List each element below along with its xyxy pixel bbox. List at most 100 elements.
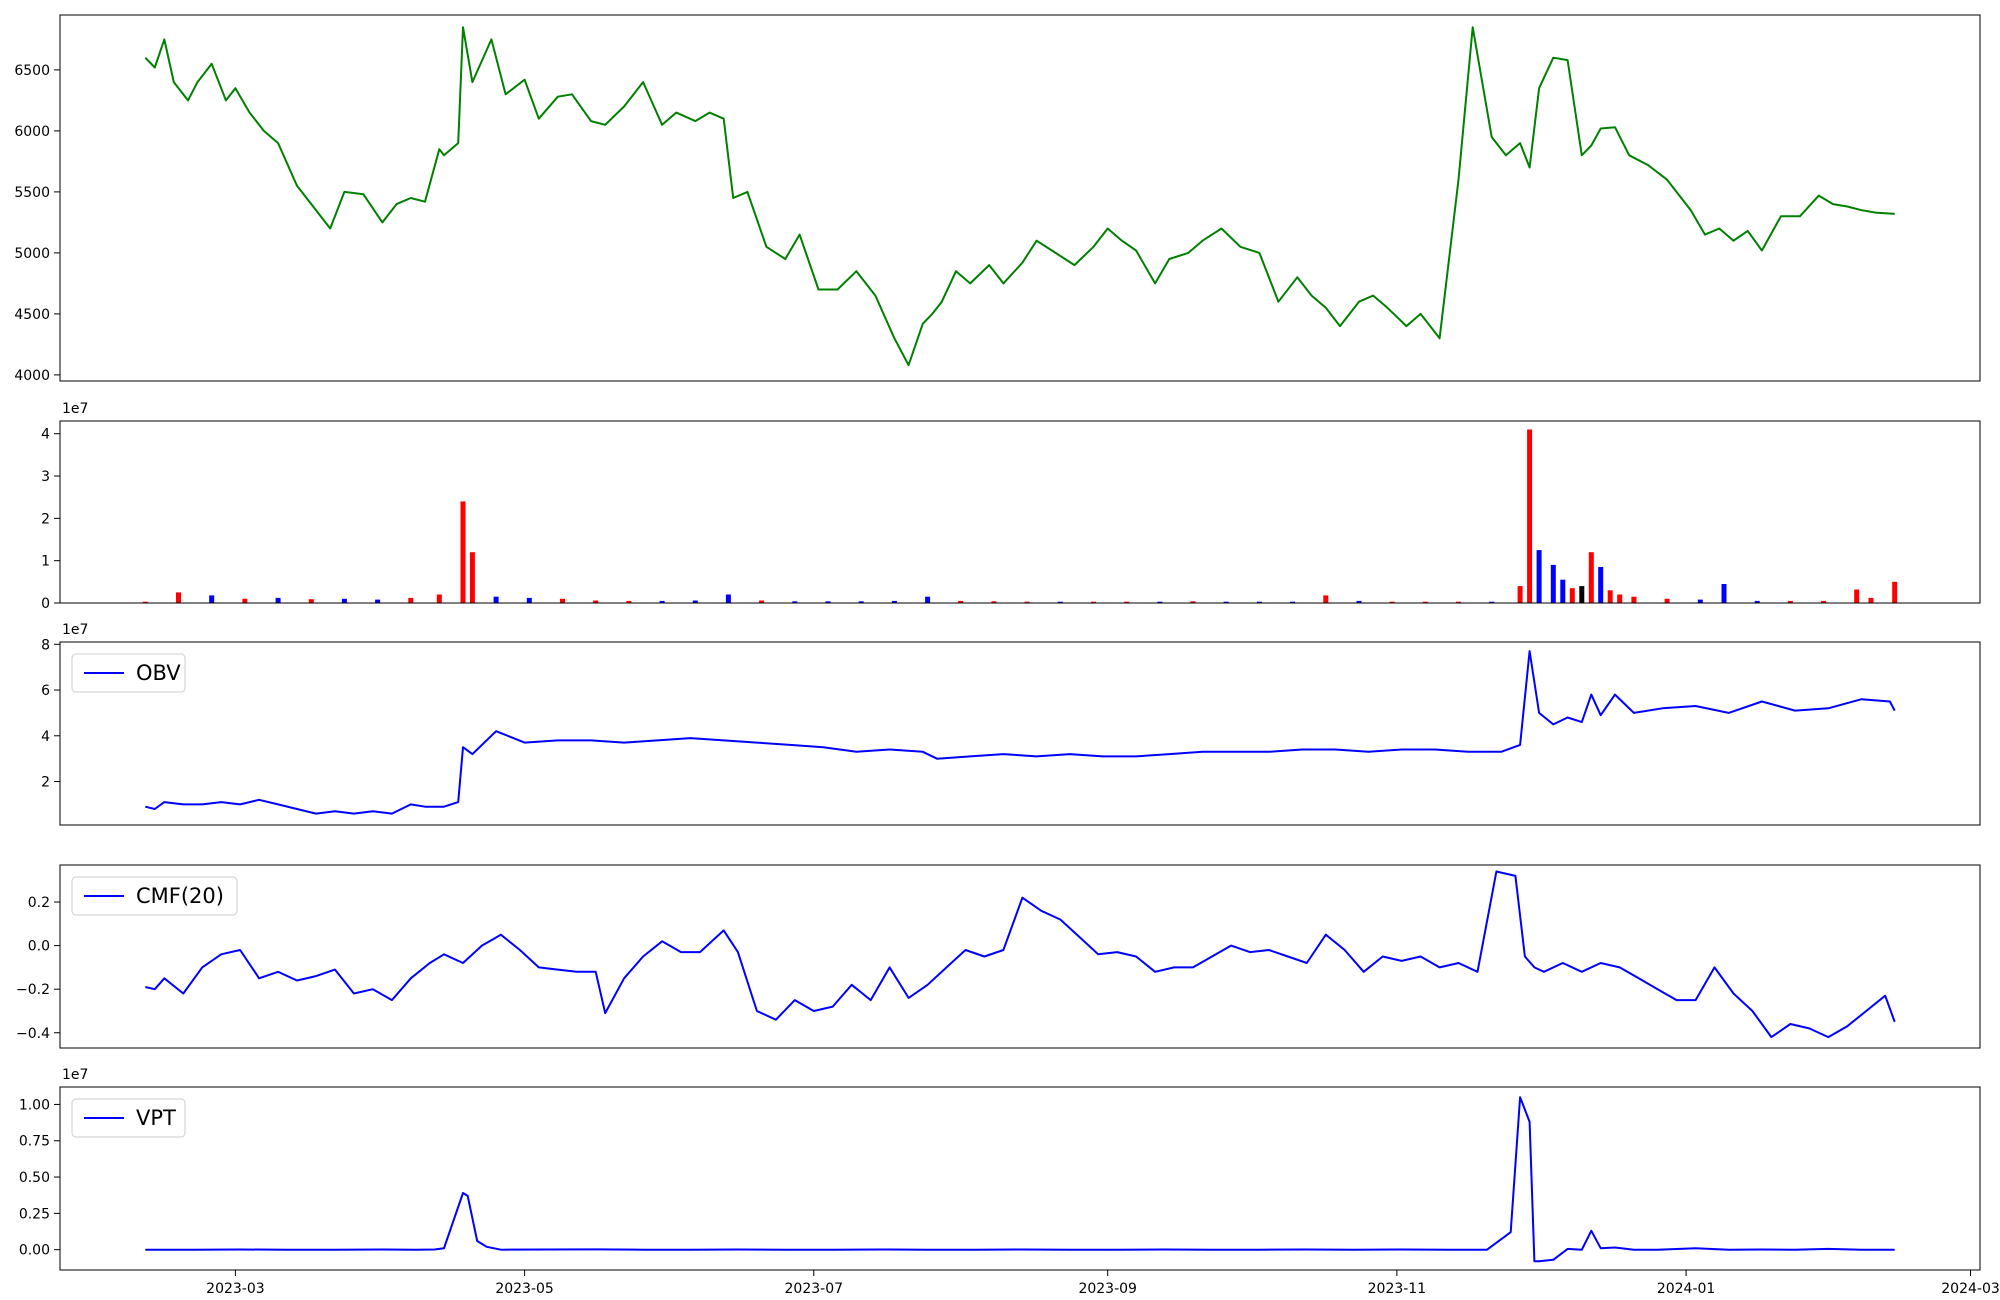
volume-bar bbox=[958, 600, 964, 603]
volume-bar bbox=[1588, 552, 1594, 603]
volume-bar bbox=[1560, 579, 1566, 603]
scale-factor-label: 1e7 bbox=[62, 1067, 88, 1083]
cmf-line bbox=[145, 870, 1896, 1039]
volume-bar bbox=[759, 600, 765, 603]
volume-bar bbox=[659, 600, 665, 603]
volume-bar bbox=[408, 597, 414, 603]
price-axes-frame bbox=[59, 14, 1981, 382]
y-tick-label: 4500 bbox=[14, 307, 50, 323]
scale-factor-label: 1e7 bbox=[62, 622, 88, 638]
y-tick-label: 6000 bbox=[14, 124, 50, 140]
volume-panel: 0 1 2 3 4 1e7 bbox=[41, 401, 1981, 612]
scale-factor-label: 1e7 bbox=[62, 401, 88, 417]
cmf-panel: −0.4 −0.2 0.0 0.2 CMF(20) bbox=[16, 864, 1981, 1049]
volume-bar bbox=[792, 601, 798, 603]
volume-bar bbox=[593, 600, 599, 603]
y-tick-label: 0.00 bbox=[19, 1243, 50, 1259]
legend-box bbox=[71, 1098, 186, 1138]
y-tick-label: 1 bbox=[41, 554, 50, 570]
x-tick-label: 2023-03 bbox=[206, 1281, 265, 1297]
volume-bar bbox=[375, 599, 381, 603]
legend-box bbox=[71, 653, 186, 693]
y-tick-label: 4000 bbox=[14, 368, 50, 384]
volume-bar bbox=[1422, 601, 1428, 603]
y-tick-label: 2 bbox=[41, 775, 50, 791]
vpt-axes-frame bbox=[59, 1086, 1981, 1271]
volume-bar bbox=[493, 596, 499, 603]
price-line bbox=[144, 26, 1895, 367]
price-panel: 4000 4500 5000 5500 6000 6500 bbox=[14, 14, 1981, 384]
volume-bar bbox=[858, 601, 864, 603]
x-tick-label: 2023-11 bbox=[1368, 1281, 1427, 1297]
volume-bar bbox=[825, 601, 831, 603]
y-tick-label: 0.25 bbox=[19, 1206, 50, 1222]
y-tick-label: −0.4 bbox=[16, 1026, 50, 1042]
y-tick-label: 0 bbox=[41, 596, 50, 612]
volume-bar bbox=[1868, 597, 1874, 603]
volume-bar bbox=[1854, 589, 1860, 603]
volume-bar bbox=[142, 601, 148, 603]
volume-bar bbox=[176, 592, 181, 603]
y-tick-label: −0.2 bbox=[16, 982, 50, 998]
y-tick-label: 6 bbox=[41, 683, 50, 699]
volume-bar bbox=[1527, 429, 1533, 603]
volume-bar bbox=[1057, 601, 1063, 603]
volume-bar bbox=[1579, 586, 1585, 603]
legend-label: VPT bbox=[136, 1106, 176, 1130]
volume-bar bbox=[1697, 599, 1703, 603]
volume-bar bbox=[1091, 601, 1096, 603]
volume-bar bbox=[1489, 601, 1495, 603]
x-tick-label: 2023-09 bbox=[1078, 1281, 1137, 1297]
vpt-line bbox=[145, 1096, 1895, 1263]
legend: CMF(20) bbox=[71, 876, 238, 916]
volume-bar bbox=[1550, 564, 1556, 603]
volume-bar bbox=[626, 600, 632, 603]
volume-bar bbox=[1356, 600, 1362, 603]
volume-bar bbox=[1223, 601, 1229, 603]
vpt-panel: 0.00 0.25 0.50 0.75 1.00 1e7 VPT 2023-03 2023-05… bbox=[19, 1067, 2000, 1297]
volume-bar bbox=[1536, 550, 1542, 603]
volume-bar bbox=[209, 595, 215, 603]
volume-bar bbox=[1821, 600, 1827, 603]
volume-bar bbox=[991, 601, 997, 603]
y-tick-label: 0.0 bbox=[28, 939, 50, 955]
obv-line bbox=[145, 650, 1896, 815]
cmf-axes-frame bbox=[59, 864, 1981, 1049]
legend: OBV bbox=[71, 653, 186, 693]
volume-bar bbox=[1617, 594, 1623, 603]
volume-bar bbox=[1190, 601, 1196, 603]
volume-bar bbox=[341, 598, 347, 603]
y-tick-label: 0.2 bbox=[28, 895, 50, 911]
volume-bar bbox=[1157, 601, 1163, 603]
volume-bar bbox=[308, 599, 314, 603]
legend-label: CMF(20) bbox=[136, 884, 224, 908]
y-tick-label: 8 bbox=[41, 637, 50, 653]
volume-bar bbox=[1290, 601, 1296, 603]
volume-bar bbox=[1323, 595, 1329, 603]
obv-panel: 2 4 6 8 1e7 OBV bbox=[41, 622, 1981, 826]
volume-bar bbox=[1517, 586, 1523, 603]
volume-bar bbox=[891, 600, 897, 603]
volume-bar bbox=[1721, 584, 1727, 603]
volume-bar bbox=[1664, 598, 1670, 603]
volume-bar bbox=[526, 597, 532, 603]
volume-bar bbox=[1024, 601, 1030, 603]
volume-bar bbox=[1892, 581, 1898, 603]
y-tick-label: 3 bbox=[41, 469, 50, 485]
y-tick-label: 1.00 bbox=[19, 1097, 50, 1113]
volume-bar bbox=[1256, 601, 1262, 603]
x-tick-label: 2024-03 bbox=[1941, 1281, 2000, 1297]
volume-bar bbox=[725, 594, 731, 603]
volume-bar bbox=[560, 598, 565, 603]
volume-bar bbox=[925, 596, 931, 603]
x-tick-label: 2023-05 bbox=[495, 1281, 554, 1297]
y-tick-label: 4 bbox=[41, 729, 50, 745]
legend-box bbox=[71, 876, 238, 916]
volume-bar bbox=[1631, 596, 1637, 603]
volume-bar bbox=[460, 501, 466, 603]
volume-bar bbox=[1598, 567, 1604, 603]
volume-bar bbox=[275, 597, 281, 603]
volume-axes-frame bbox=[59, 420, 1981, 604]
volume-bar bbox=[1787, 600, 1793, 603]
